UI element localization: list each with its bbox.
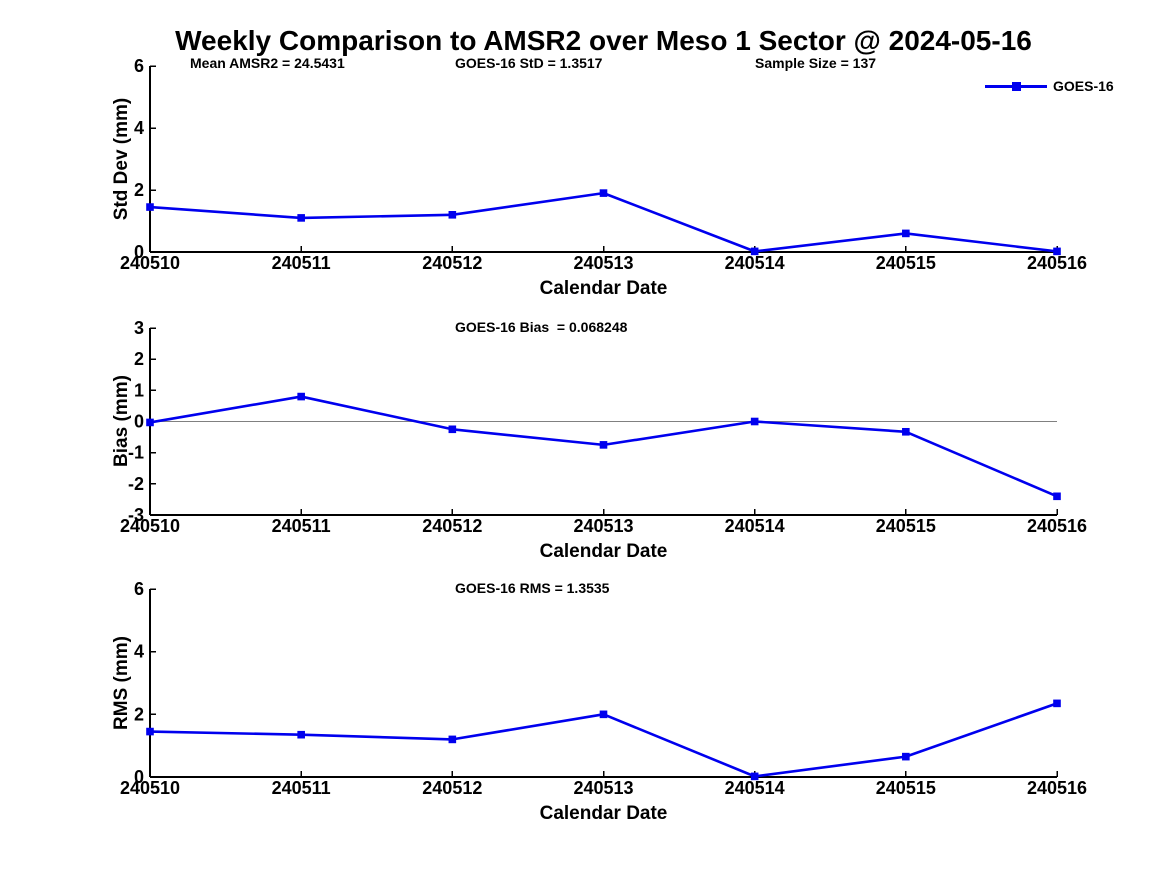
annotation-goes16-bias: GOES-16 Bias = 0.068248 [455, 319, 628, 335]
legend: GOES-16 [985, 79, 1167, 94]
data-point [902, 427, 910, 436]
data-point [1053, 492, 1061, 501]
y-axis-label-stddev: Std Dev (mm) [111, 97, 132, 221]
legend-label: GOES-16 [1053, 78, 1114, 94]
data-point [599, 189, 608, 197]
x-tick-label: 240510 [120, 253, 180, 273]
x-tick-label: 240516 [1027, 516, 1087, 536]
x-tick-label: 240516 [1027, 778, 1087, 798]
y-tick-label: 4 [134, 118, 144, 138]
y-axis-label-bias: Bias (mm) [111, 375, 132, 467]
y-tick-label: 4 [134, 642, 144, 662]
y-tick-label: -3 [128, 505, 144, 525]
data-point [448, 211, 457, 219]
annotation-sample-size: Sample Size = 137 [755, 55, 877, 71]
data-point [902, 229, 910, 238]
data-point [750, 247, 759, 256]
legend-marker [1012, 82, 1021, 91]
x-tick-label: 240515 [876, 516, 936, 536]
data-point [146, 203, 154, 211]
x-tick-label: 240511 [272, 778, 331, 798]
annotation-goes16-std: GOES-16 StD = 1.3517 [455, 55, 603, 71]
data-point [297, 214, 305, 222]
y-tick-label: 2 [134, 704, 144, 724]
y-tick-label: 6 [134, 579, 144, 599]
y-tick-label: -2 [128, 474, 144, 494]
data-point [146, 727, 154, 736]
data-point [750, 417, 759, 426]
data-point [902, 752, 910, 761]
data-point [146, 418, 154, 427]
x-tick-label: 240512 [422, 516, 482, 536]
x-axis-label-rms: Calendar Date [539, 803, 668, 824]
data-point [599, 710, 608, 719]
y-tick-label: 2 [134, 349, 144, 369]
y-tick-label: 2 [134, 180, 144, 200]
data-point [297, 392, 305, 401]
y-tick-label: 0 [134, 767, 144, 787]
x-tick-label: 240514 [725, 516, 785, 536]
data-point [448, 425, 457, 434]
data-point [297, 730, 305, 739]
x-tick-label: 240510 [120, 778, 180, 798]
x-tick-label: 240516 [1027, 253, 1087, 273]
y-tick-label: 3 [134, 318, 144, 338]
x-tick-label: 240513 [573, 778, 633, 798]
x-tick-label: 240510 [120, 516, 180, 536]
x-tick-label: 240514 [725, 253, 785, 273]
y-tick-label: 0 [134, 242, 144, 262]
data-point [448, 735, 457, 744]
data-point [750, 772, 759, 781]
x-axis-label-bias: Calendar Date [539, 541, 668, 562]
x-tick-label: 240515 [876, 253, 936, 273]
x-tick-label: 240512 [422, 778, 482, 798]
x-tick-label: 240514 [725, 778, 785, 798]
chart-title: Weekly Comparison to AMSR2 over Meso 1 S… [175, 25, 1032, 56]
x-tick-label: 240515 [876, 778, 936, 798]
annotation-goes16-rms: GOES-16 RMS = 1.3535 [455, 580, 610, 596]
data-line [148, 191, 1059, 253]
x-tick-label: 240513 [573, 516, 633, 536]
data-point [1053, 699, 1061, 708]
x-tick-label: 240511 [272, 516, 331, 536]
x-tick-label: 240512 [422, 253, 482, 273]
y-tick-label: 1 [134, 380, 144, 400]
x-tick-label: 240513 [573, 253, 633, 273]
y-tick-label: 6 [134, 56, 144, 76]
x-tick-label: 240511 [272, 253, 331, 273]
y-axis-label-rms: RMS (mm) [111, 636, 132, 730]
data-point [599, 441, 608, 449]
annotation-mean-amsr2: Mean AMSR2 = 24.5431 [190, 55, 345, 71]
x-axis-label-stddev: Calendar Date [539, 278, 668, 299]
data-point [1053, 247, 1061, 256]
y-tick-label: 0 [134, 412, 144, 432]
y-tick-label: -1 [128, 443, 144, 463]
